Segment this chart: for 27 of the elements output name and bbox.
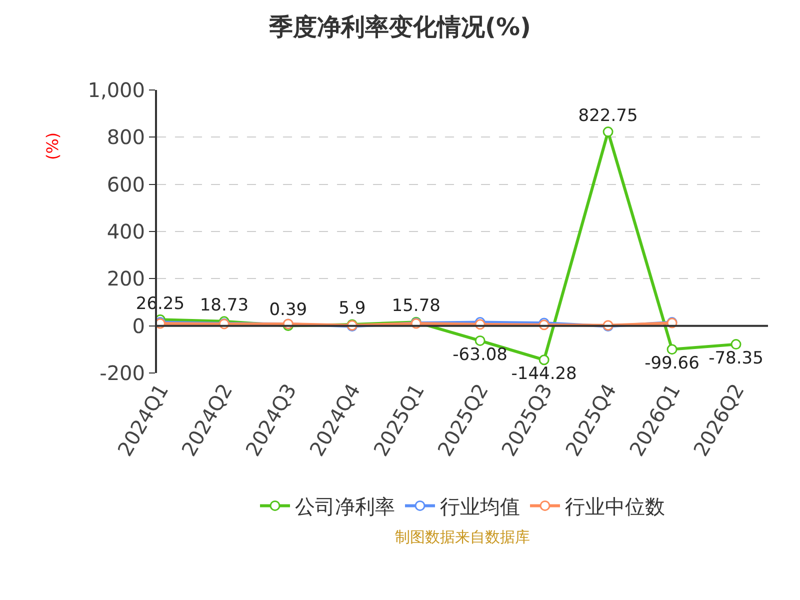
data-label: -63.08	[452, 345, 508, 366]
legend-label: 行业均值	[440, 494, 520, 518]
data-label: 0.39	[269, 300, 308, 320]
point	[538, 354, 550, 366]
data-label: -144.28	[511, 364, 577, 384]
data-label: 15.78	[392, 296, 440, 316]
chart-title: 季度净利率变化情况(%)	[268, 12, 531, 41]
y-tick-label: 200	[106, 266, 145, 291]
y-tick-label: 800	[106, 125, 145, 150]
y-tick-label: -200	[100, 361, 145, 385]
y-tick-label: 1,000	[88, 78, 145, 102]
text: 制图数据来自数据库	[395, 528, 530, 546]
data-label: 18.73	[200, 296, 249, 316]
y-tick-label: 400	[106, 220, 145, 244]
y-tick-label: 0	[132, 314, 145, 338]
data-label: 822.75	[578, 106, 638, 126]
legend-label: 公司净利率	[295, 494, 395, 518]
data-label: 5.9	[338, 298, 366, 319]
point	[602, 126, 614, 138]
data-label: -78.35	[708, 348, 764, 369]
y-axis-title: (%)	[42, 132, 62, 160]
point	[474, 335, 486, 346]
data-label: -99.66	[644, 354, 700, 374]
point	[730, 339, 742, 350]
legend-label: 行业中位数	[565, 494, 665, 518]
point	[666, 344, 678, 355]
y-tick-label: 600	[106, 172, 145, 196]
